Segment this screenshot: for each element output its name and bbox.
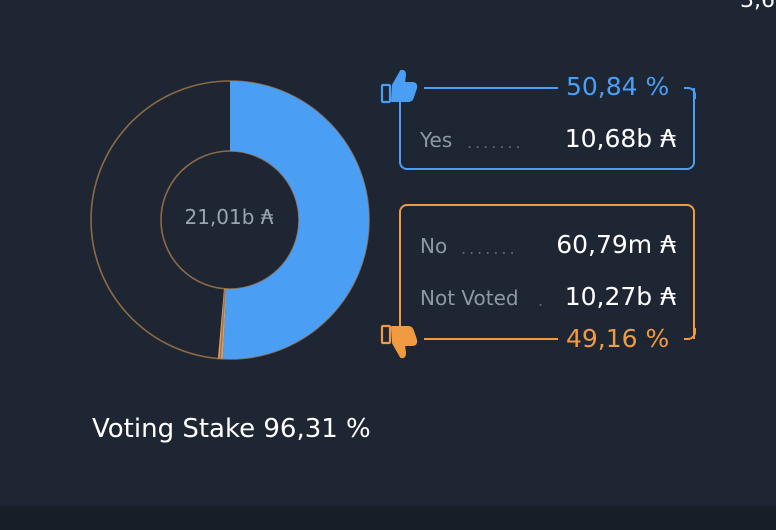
corner-value: 3,6 [740, 0, 775, 13]
yes-row-value: 10,68b ₳ [564, 124, 676, 153]
donut-slice-separator [219, 288, 226, 359]
thumbs-down-icon [380, 320, 420, 360]
yes-legend-box [399, 88, 695, 170]
bottom-strip [0, 506, 776, 530]
yes-percent: 50,84 % [566, 72, 670, 101]
total-stake-label: 21,01b ₳ [184, 205, 274, 229]
no-legend-box [399, 204, 695, 339]
donut-chart [90, 80, 370, 360]
no-row-label: No [420, 234, 448, 258]
no-row-value: 60,79m ₳ [556, 230, 676, 259]
yes-connector-line [424, 87, 558, 89]
no-connector-line [424, 338, 558, 340]
donut-slice-yes[interactable] [222, 81, 369, 359]
thumbs-up-icon [380, 68, 420, 108]
no-corner [684, 328, 696, 340]
no-percent: 49,16 % [566, 324, 670, 353]
voting-stake-label: Voting Stake 96,31 % [92, 414, 371, 444]
not-voted-row-label: Not Voted [420, 286, 519, 310]
yes-row-dots: ....... [467, 133, 524, 152]
yes-corner [684, 87, 696, 99]
yes-row-label: Yes [420, 128, 453, 152]
not-voted-row-dots: . [538, 291, 547, 310]
no-row-dots: ....... [461, 239, 518, 258]
not-voted-row-value: 10,27b ₳ [564, 282, 676, 311]
